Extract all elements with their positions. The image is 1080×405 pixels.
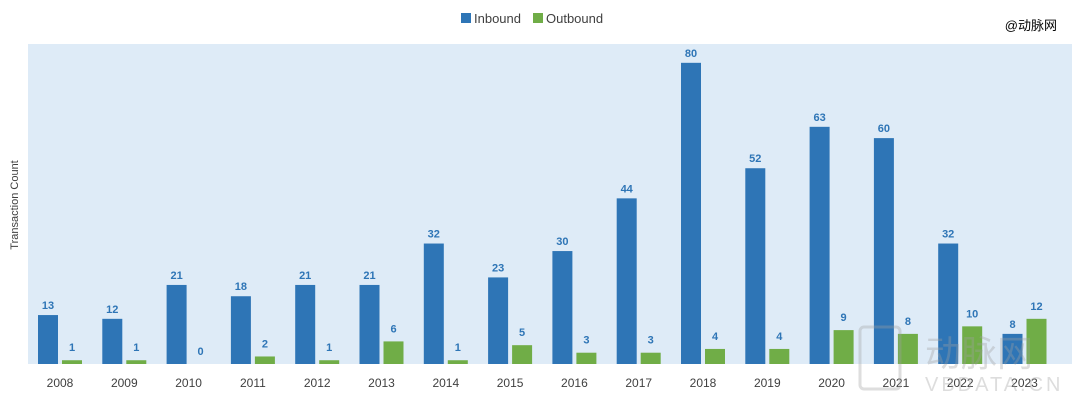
bar-outbound-2009 [126, 360, 147, 364]
watermark-logo: 动脉网 VBDATA.CN [858, 325, 1064, 396]
legend: Inbound Outbound [461, 11, 603, 26]
legend-swatch-inbound [461, 13, 471, 23]
bar-outbound-2020 [833, 330, 854, 364]
bar-inbound-2016 [552, 251, 573, 364]
label-outbound-2022: 10 [966, 308, 978, 320]
label-outbound-2015: 5 [519, 327, 525, 339]
label-inbound-2020: 63 [813, 112, 825, 124]
bar-outbound-2013 [383, 341, 404, 364]
bar-outbound-2016 [576, 352, 597, 364]
bar-inbound-2011 [230, 296, 251, 364]
watermark-logo-text: 动脉网 [925, 333, 1033, 374]
bar-inbound-2009 [102, 318, 123, 364]
label-outbound-2013: 6 [390, 323, 396, 335]
label-inbound-2013: 21 [363, 270, 375, 282]
label-inbound-2021: 60 [878, 123, 890, 135]
x-tick-label-2008: 2008 [47, 376, 74, 390]
label-inbound-2023: 8 [1009, 319, 1015, 331]
bar-outbound-2012 [319, 360, 340, 364]
bar-outbound-2008 [62, 360, 82, 364]
label-outbound-2023: 12 [1030, 301, 1042, 313]
bar-inbound-2015 [488, 277, 509, 364]
bar-outbound-2011 [254, 356, 275, 364]
label-outbound-2014: 1 [455, 342, 461, 354]
label-outbound-2021: 8 [905, 316, 911, 328]
label-outbound-2018: 4 [712, 331, 719, 343]
bar-inbound-2020 [809, 126, 830, 364]
label-inbound-2014: 32 [428, 229, 440, 241]
watermark-top-right: @动脉网 [1005, 18, 1057, 33]
label-outbound-2012: 1 [326, 342, 332, 354]
x-tick-label-2021: 2021 [883, 376, 910, 390]
bar-outbound-2014 [447, 360, 468, 364]
label-outbound-2009: 1 [133, 342, 139, 354]
label-outbound-2017: 3 [648, 335, 654, 347]
watermark-logo-mark [858, 325, 902, 391]
bar-outbound-2018 [705, 348, 725, 364]
label-outbound-2019: 4 [776, 331, 783, 343]
label-inbound-2018: 80 [685, 48, 697, 60]
label-inbound-2009: 12 [106, 304, 118, 316]
label-inbound-2017: 44 [621, 183, 634, 195]
x-tick-label-2018: 2018 [690, 376, 717, 390]
bar-inbound-2018 [681, 62, 701, 365]
label-inbound-2015: 23 [492, 262, 504, 274]
bar-outbound-2015 [512, 345, 533, 364]
label-outbound-2008: 1 [69, 342, 75, 354]
label-outbound-2016: 3 [583, 335, 589, 347]
x-tick-label-2011: 2011 [240, 376, 266, 390]
x-tick-label-2012: 2012 [304, 376, 331, 390]
x-tick-label-2022: 2022 [947, 376, 974, 390]
bar-inbound-2022 [938, 243, 959, 364]
bars-layer: 1312008121200921020101822011211201221620… [38, 48, 1047, 390]
label-inbound-2022: 32 [942, 229, 954, 241]
x-tick-label-2023: 2023 [1011, 376, 1038, 390]
legend-label-outbound: Outbound [546, 11, 603, 26]
x-tick-label-2020: 2020 [818, 376, 845, 390]
legend-swatch-outbound [533, 13, 543, 23]
x-tick-label-2010: 2010 [175, 376, 202, 390]
x-tick-label-2019: 2019 [754, 376, 781, 390]
bar-outbound-2017 [640, 352, 661, 364]
legend-label-inbound: Inbound [474, 11, 521, 26]
bar-inbound-2013 [359, 284, 380, 364]
bar-inbound-2012 [295, 284, 316, 364]
x-tick-label-2017: 2017 [625, 376, 652, 390]
label-inbound-2010: 21 [170, 270, 182, 282]
y-axis-label: Transaction Count [9, 160, 21, 249]
x-tick-label-2016: 2016 [561, 376, 588, 390]
label-inbound-2016: 30 [556, 236, 568, 248]
bar-inbound-2023 [1002, 333, 1023, 364]
label-inbound-2019: 52 [749, 153, 761, 165]
label-outbound-2010: 0 [198, 346, 204, 358]
bar-outbound-2021 [897, 333, 918, 364]
watermark-domain-text: VBDATA.CN [925, 374, 1064, 396]
x-tick-label-2015: 2015 [497, 376, 524, 390]
label-outbound-2020: 9 [841, 312, 847, 324]
bar-outbound-2022 [962, 326, 983, 364]
x-tick-label-2013: 2013 [368, 376, 395, 390]
label-inbound-2012: 21 [299, 270, 311, 282]
bar-inbound-2008 [38, 315, 58, 364]
bar-outbound-2023 [1026, 318, 1047, 364]
label-inbound-2008: 13 [42, 300, 54, 312]
bar-inbound-2019 [745, 168, 766, 364]
bar-inbound-2021 [873, 138, 894, 364]
bar-inbound-2010 [166, 284, 187, 364]
plot-background [28, 44, 1072, 364]
bar-outbound-2019 [769, 348, 790, 364]
bar-inbound-2014 [423, 243, 444, 364]
x-tick-label-2014: 2014 [432, 376, 459, 390]
bar-inbound-2017 [616, 198, 637, 364]
x-tick-label-2009: 2009 [111, 376, 138, 390]
label-inbound-2011: 18 [235, 281, 247, 293]
label-outbound-2011: 2 [262, 338, 268, 350]
